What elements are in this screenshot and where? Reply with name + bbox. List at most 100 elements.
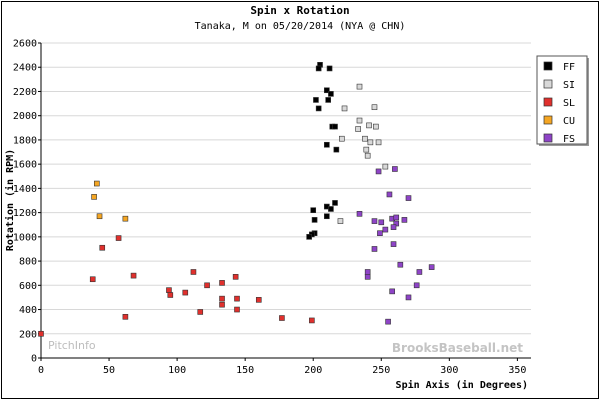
point-sl-7 <box>167 292 174 298</box>
point-sl-10 <box>197 309 204 315</box>
point-sl-15 <box>232 274 239 280</box>
point-fs-21 <box>413 282 420 289</box>
point-si-1 <box>371 104 378 111</box>
point-si-4 <box>366 122 372 129</box>
y-tick-label-1000: 1000 <box>13 232 37 243</box>
point-fs-23 <box>405 294 412 301</box>
point-si-11 <box>363 146 370 153</box>
point-si-6 <box>355 126 361 132</box>
y-tick-label-2200: 2200 <box>13 87 37 98</box>
point-ff-14 <box>328 206 334 212</box>
point-si-7 <box>339 135 345 142</box>
point-cu-2 <box>96 213 103 220</box>
point-ff-4 <box>328 91 334 97</box>
point-ff-1 <box>315 65 322 72</box>
point-sl-4 <box>130 272 137 279</box>
point-fs-19 <box>364 274 371 280</box>
y-tick-label-2600: 2600 <box>13 39 37 50</box>
point-sl-20 <box>309 317 315 324</box>
legend: FF SI SL CU FS <box>536 55 589 146</box>
point-fs-4 <box>356 211 363 217</box>
point-sl-16 <box>234 306 240 313</box>
point-fs-24 <box>385 318 391 325</box>
y-tick-label-1200: 1200 <box>13 208 37 219</box>
point-ff-5 <box>325 97 331 103</box>
y-tick-label-2000: 2000 <box>13 111 37 122</box>
x-tick-label-350: 350 <box>508 365 526 376</box>
point-si-8 <box>362 135 368 142</box>
point-si-5 <box>373 123 379 130</box>
y-tick-label-800: 800 <box>19 257 37 268</box>
y-tick-label-1600: 1600 <box>13 160 37 171</box>
point-si-12 <box>364 152 371 159</box>
point-sl-5 <box>122 314 129 320</box>
point-ff-7 <box>315 105 322 112</box>
point-si-13 <box>382 163 389 170</box>
point-fs-14 <box>390 241 397 247</box>
point-fs-17 <box>364 269 371 275</box>
y-tick-label-400: 400 <box>19 305 37 316</box>
point-fs-8 <box>393 214 400 221</box>
x-tick-label-0: 0 <box>38 365 44 376</box>
point-sl-8 <box>182 289 189 296</box>
point-fs-1 <box>375 168 382 175</box>
y-tick-label-2400: 2400 <box>13 63 37 74</box>
point-si-3 <box>356 117 363 124</box>
point-sl-14 <box>219 301 225 308</box>
point-sl-0 <box>38 330 44 337</box>
point-fs-3 <box>405 195 412 201</box>
point-ff-12 <box>332 200 338 206</box>
point-fs-12 <box>377 230 383 237</box>
point-ff-11 <box>333 146 340 153</box>
x-tick-label-150: 150 <box>236 365 254 376</box>
point-si-14 <box>337 218 344 224</box>
point-fs-16 <box>397 261 404 268</box>
legend-label-sl: SL <box>563 98 575 109</box>
point-sl-17 <box>234 295 240 302</box>
point-ff-15 <box>310 207 317 213</box>
point-si-9 <box>367 139 374 146</box>
point-fs-0 <box>392 166 398 172</box>
point-fs-22 <box>389 288 395 295</box>
point-ff-2 <box>326 65 333 72</box>
watermark-brooksbaseball: BrooksBaseball.net <box>392 341 523 355</box>
legend-label-ff: FF <box>563 62 575 73</box>
point-sl-6 <box>166 287 172 293</box>
legend-label-si: SI <box>563 80 575 91</box>
point-sl-11 <box>204 282 210 289</box>
point-ff-3 <box>324 87 330 94</box>
point-si-2 <box>341 105 348 112</box>
point-si-0 <box>356 83 363 90</box>
point-fs-20 <box>428 264 435 270</box>
point-sl-1 <box>89 276 96 283</box>
legend-swatch-si <box>543 79 553 89</box>
chart-subtitle: Tanaka, M on 05/20/2014 (NYA @ CHN) <box>194 21 406 32</box>
y-tick-label-1800: 1800 <box>13 135 37 146</box>
point-fs-6 <box>378 219 385 226</box>
legend-swatch-ff <box>543 61 553 71</box>
legend-label-cu: CU <box>563 116 575 127</box>
point-fs-11 <box>390 224 397 230</box>
point-fs-13 <box>382 226 389 233</box>
x-tick-label-250: 250 <box>372 365 390 376</box>
legend-label-fs: FS <box>563 134 575 145</box>
point-sl-19 <box>279 315 285 321</box>
point-sl-12 <box>219 280 225 286</box>
point-cu-3 <box>122 215 129 222</box>
point-ff-9 <box>332 123 338 130</box>
x-tick-label-200: 200 <box>304 365 322 376</box>
point-ff-6 <box>313 97 319 103</box>
point-sl-18 <box>255 297 262 303</box>
x-tick-label-100: 100 <box>168 365 186 376</box>
point-fs-18 <box>416 269 423 275</box>
x-tick-label-300: 300 <box>440 365 458 376</box>
point-ff-10 <box>324 141 330 148</box>
point-sl-9 <box>190 269 197 275</box>
point-sl-3 <box>115 235 122 241</box>
point-fs-2 <box>386 191 393 198</box>
y-tick-label-200: 200 <box>19 329 37 340</box>
point-ff-17 <box>311 217 318 223</box>
point-cu-1 <box>91 194 97 200</box>
point-si-10 <box>375 139 382 146</box>
